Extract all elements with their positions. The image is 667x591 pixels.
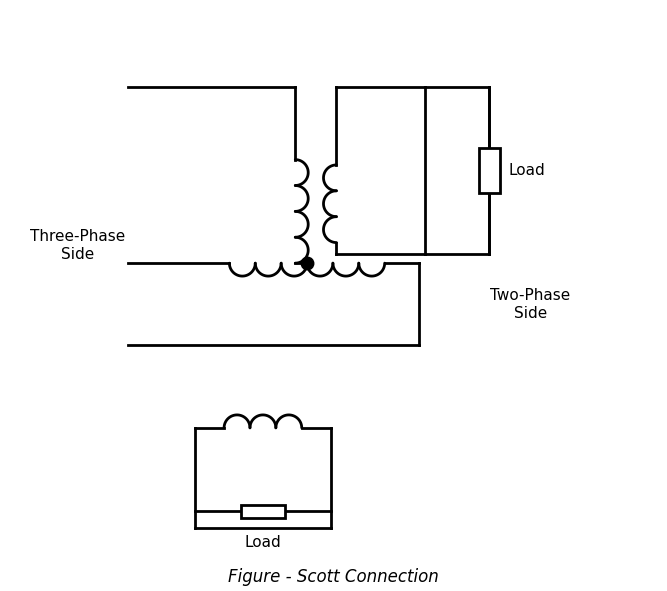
Text: Figure - Scott Connection: Figure - Scott Connection (228, 568, 439, 586)
Bar (241, 505, 285, 518)
Text: Load: Load (508, 163, 545, 178)
Text: Three-Phase
Side: Three-Phase Side (30, 229, 125, 262)
Bar (479, 148, 500, 193)
Text: Two-Phase
Side: Two-Phase Side (490, 288, 571, 320)
Text: Load: Load (245, 535, 281, 550)
